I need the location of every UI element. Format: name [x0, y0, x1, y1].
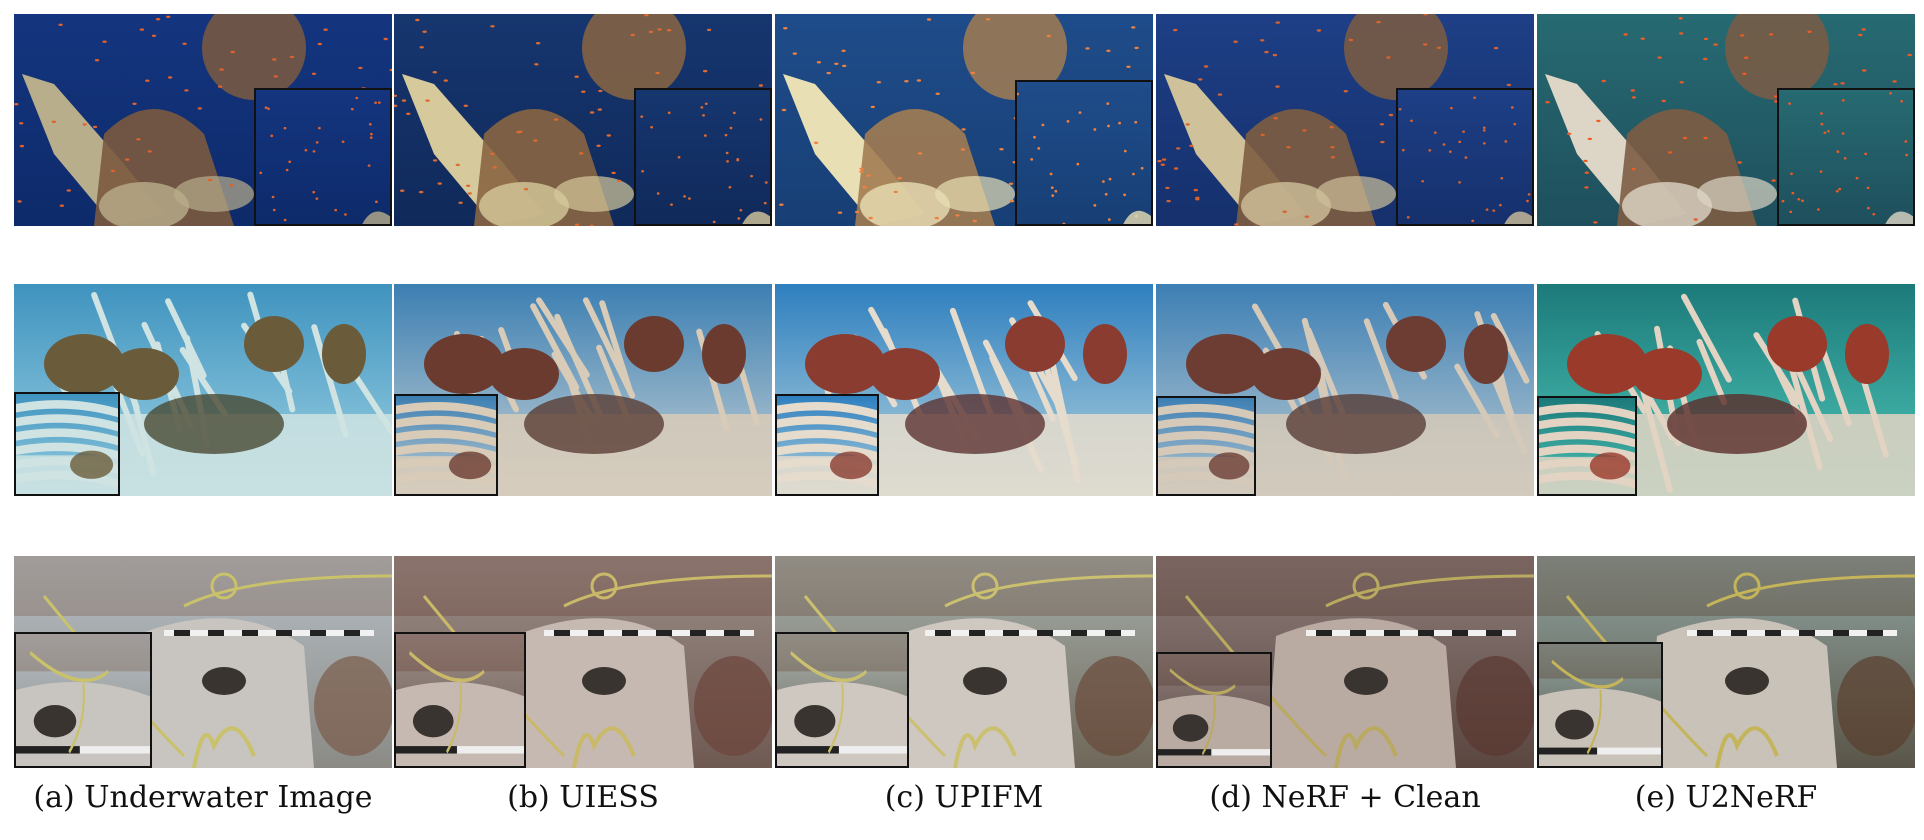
- zoom-inset-reef-e: [1777, 88, 1915, 226]
- image-rock-a: [14, 556, 392, 768]
- image-reef-c: [775, 14, 1153, 226]
- image-rock-c: [775, 556, 1153, 768]
- zoom-inset-rock-d: [1156, 652, 1272, 768]
- image-reef-a: [14, 14, 392, 226]
- image-coral-e: [1537, 284, 1915, 496]
- image-coral-b: [394, 284, 772, 496]
- image-coral-d: [1156, 284, 1534, 496]
- image-rock-b: [394, 556, 772, 768]
- caption-e: (e) U2NeRF: [1537, 778, 1915, 818]
- zoom-inset-coral-e: [1537, 396, 1637, 496]
- zoom-inset-rock-a: [14, 632, 152, 768]
- zoom-inset-reef-c: [1015, 80, 1153, 226]
- zoom-inset-rock-b: [394, 632, 526, 768]
- image-reef-e: [1537, 14, 1915, 226]
- image-reef-d: [1156, 14, 1534, 226]
- caption-c: (c) UPIFM: [775, 778, 1153, 818]
- zoom-inset-reef-d: [1396, 88, 1534, 226]
- zoom-inset-reef-b: [634, 88, 772, 226]
- image-coral-c: [775, 284, 1153, 496]
- image-rock-d: [1156, 556, 1534, 768]
- zoom-inset-coral-b: [394, 394, 498, 496]
- image-reef-b: [394, 14, 772, 226]
- caption-b: (b) UIESS: [394, 778, 772, 818]
- image-rock-e: [1537, 556, 1915, 768]
- zoom-inset-rock-c: [775, 632, 909, 768]
- caption-a: (a) Underwater Image: [14, 778, 392, 818]
- image-coral-a: [14, 284, 392, 496]
- zoom-inset-coral-c: [775, 394, 879, 496]
- zoom-inset-rock-e: [1537, 642, 1663, 768]
- zoom-inset-coral-d: [1156, 396, 1256, 496]
- zoom-inset-coral-a: [14, 392, 120, 496]
- zoom-inset-reef-a: [254, 88, 392, 226]
- caption-d: (d) NeRF + Clean: [1156, 778, 1534, 818]
